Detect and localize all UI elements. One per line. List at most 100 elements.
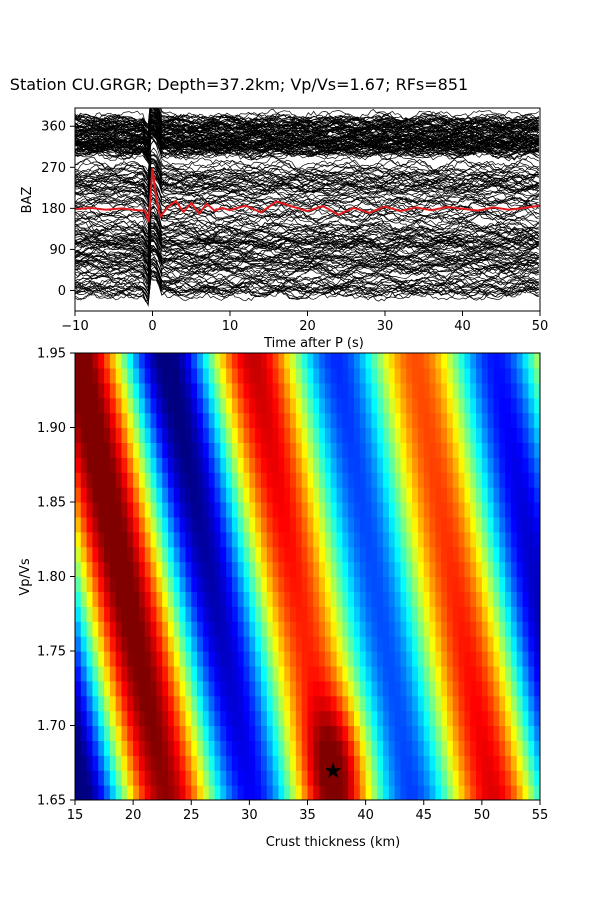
heatmap-cell	[290, 636, 297, 652]
heatmap-cell	[528, 621, 535, 637]
heatmap-cell	[86, 621, 94, 637]
heatmap-cell	[261, 382, 268, 399]
heatmap-cell	[156, 576, 163, 592]
heatmap-cell	[447, 427, 454, 443]
heatmap-cell	[226, 412, 233, 429]
heatmap-cell	[441, 457, 448, 473]
heatmap-cell	[522, 695, 529, 712]
heatmap-cell	[354, 576, 361, 592]
heatmap-cell	[173, 621, 181, 637]
heatmap-cell	[179, 636, 187, 652]
heatmap-cell	[324, 695, 332, 712]
heatmap-cell	[272, 412, 280, 429]
heatmap-cell	[470, 606, 477, 622]
heatmap-cell	[80, 561, 88, 578]
heatmap-cell	[86, 353, 94, 369]
heatmap-cell	[226, 785, 233, 800]
heatmap-cell	[441, 740, 448, 756]
heatmap-cell	[127, 397, 134, 414]
heatmap-cell	[301, 382, 309, 399]
heatmap-cell	[191, 427, 198, 443]
heatmap-cell	[348, 412, 355, 429]
heatmap-cell	[371, 636, 378, 652]
rf-trace	[75, 159, 539, 184]
heatmap-cell	[458, 651, 466, 667]
heatmap-cell	[191, 531, 198, 548]
heatmap-cell	[231, 353, 239, 369]
heatmap-cell	[342, 740, 349, 756]
heatmap-cell	[324, 561, 332, 578]
heatmap-cell	[458, 725, 466, 741]
heatmap-cell	[109, 382, 117, 399]
heatmap-cell	[330, 591, 338, 607]
heatmap-cell	[121, 665, 128, 682]
heatmap-cell	[505, 591, 512, 607]
heatmap-cell	[249, 606, 256, 622]
heatmap-cell	[336, 427, 343, 443]
heatmap-cell	[98, 516, 105, 533]
heatmap-cell	[499, 561, 506, 578]
heatmap-cell	[324, 636, 332, 652]
heatmap-cell	[168, 487, 175, 503]
heatmap-cell	[243, 755, 250, 771]
heatmap-cell	[394, 606, 402, 622]
heatmap-cell	[150, 725, 157, 741]
heatmap-cell	[435, 516, 442, 533]
heatmap-cell	[144, 710, 152, 727]
heatmap-cell	[417, 695, 425, 712]
heatmap-cell	[295, 665, 303, 682]
heatmap-cell	[452, 502, 460, 518]
rf-trace	[75, 212, 539, 240]
heatmap-cell	[255, 516, 262, 533]
heatmap-cell	[115, 621, 123, 637]
heatmap-cell	[173, 427, 181, 443]
heatmap-cell	[383, 442, 390, 458]
heatmap-cell	[290, 502, 297, 518]
heatmap-cell	[179, 710, 187, 727]
heatmap-cell	[319, 755, 326, 771]
heatmap-cell	[307, 710, 314, 727]
heatmap-cell	[278, 487, 285, 503]
heatmap-cell	[510, 621, 518, 637]
heatmap-cell	[243, 516, 250, 533]
rf-trace	[75, 222, 539, 249]
heatmap-cell	[220, 353, 227, 369]
heatmap-cell	[359, 740, 367, 756]
heatmap-cell	[359, 546, 367, 563]
heatmap-cell	[487, 576, 495, 592]
heatmap-cell	[290, 621, 297, 637]
heatmap-cell	[354, 516, 361, 533]
heatmap-cell	[516, 651, 524, 667]
heatmap-cell	[133, 457, 140, 473]
heatmap-cell	[476, 472, 483, 488]
heatmap-cell	[383, 382, 390, 399]
heatmap-cell	[104, 710, 111, 727]
heatmap-cell	[447, 576, 454, 592]
heatmap-cell	[400, 606, 407, 622]
heatmap-cell	[144, 487, 152, 503]
heatmap-cell	[243, 397, 250, 414]
heatmap-cell	[354, 591, 361, 607]
heatmap-cell	[150, 382, 157, 399]
heatmap-cell	[261, 591, 268, 607]
heatmap-cell	[354, 382, 361, 399]
heatmap-cell	[324, 770, 332, 786]
heatmap-cell	[80, 353, 88, 369]
heatmap-cell	[115, 606, 123, 622]
heatmap-cell	[98, 591, 105, 607]
heatmap-cell	[487, 397, 495, 414]
heatmap-cell	[359, 621, 367, 637]
heatmap-cell	[272, 367, 280, 384]
heatmap-cell	[121, 531, 128, 548]
heatmap-cell	[458, 353, 466, 369]
heatmap-cell	[208, 353, 216, 369]
heatmap-cell	[295, 397, 303, 414]
heatmap-cell	[92, 502, 99, 518]
heatmap-cell	[365, 755, 373, 771]
heatmap-cell	[447, 680, 454, 697]
heatmap-cell	[284, 397, 291, 414]
heatmap-cell	[359, 382, 367, 399]
heatmap-cell	[92, 770, 99, 786]
heatmap-cell	[423, 412, 431, 429]
heatmap-cell	[121, 770, 128, 786]
